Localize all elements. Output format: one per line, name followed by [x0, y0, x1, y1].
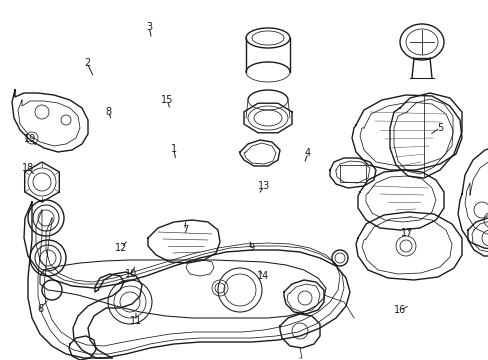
Text: 16: 16 — [393, 305, 406, 315]
Text: 1: 1 — [170, 144, 176, 154]
Text: 10: 10 — [124, 269, 137, 279]
Text: 6: 6 — [37, 304, 43, 314]
Text: 3: 3 — [146, 22, 152, 32]
Text: 11: 11 — [129, 316, 142, 326]
Text: 2: 2 — [84, 58, 90, 68]
Text: 14: 14 — [256, 271, 269, 282]
Text: 5: 5 — [436, 123, 442, 133]
Text: 19: 19 — [24, 134, 37, 144]
Text: 9: 9 — [248, 243, 254, 253]
Text: 15: 15 — [161, 95, 173, 105]
Text: 4: 4 — [305, 148, 310, 158]
Text: 17: 17 — [400, 228, 412, 238]
Text: 8: 8 — [105, 107, 111, 117]
Text: 12: 12 — [115, 243, 127, 253]
Text: 18: 18 — [22, 163, 35, 174]
Text: 13: 13 — [257, 181, 270, 192]
Text: 7: 7 — [182, 225, 187, 235]
